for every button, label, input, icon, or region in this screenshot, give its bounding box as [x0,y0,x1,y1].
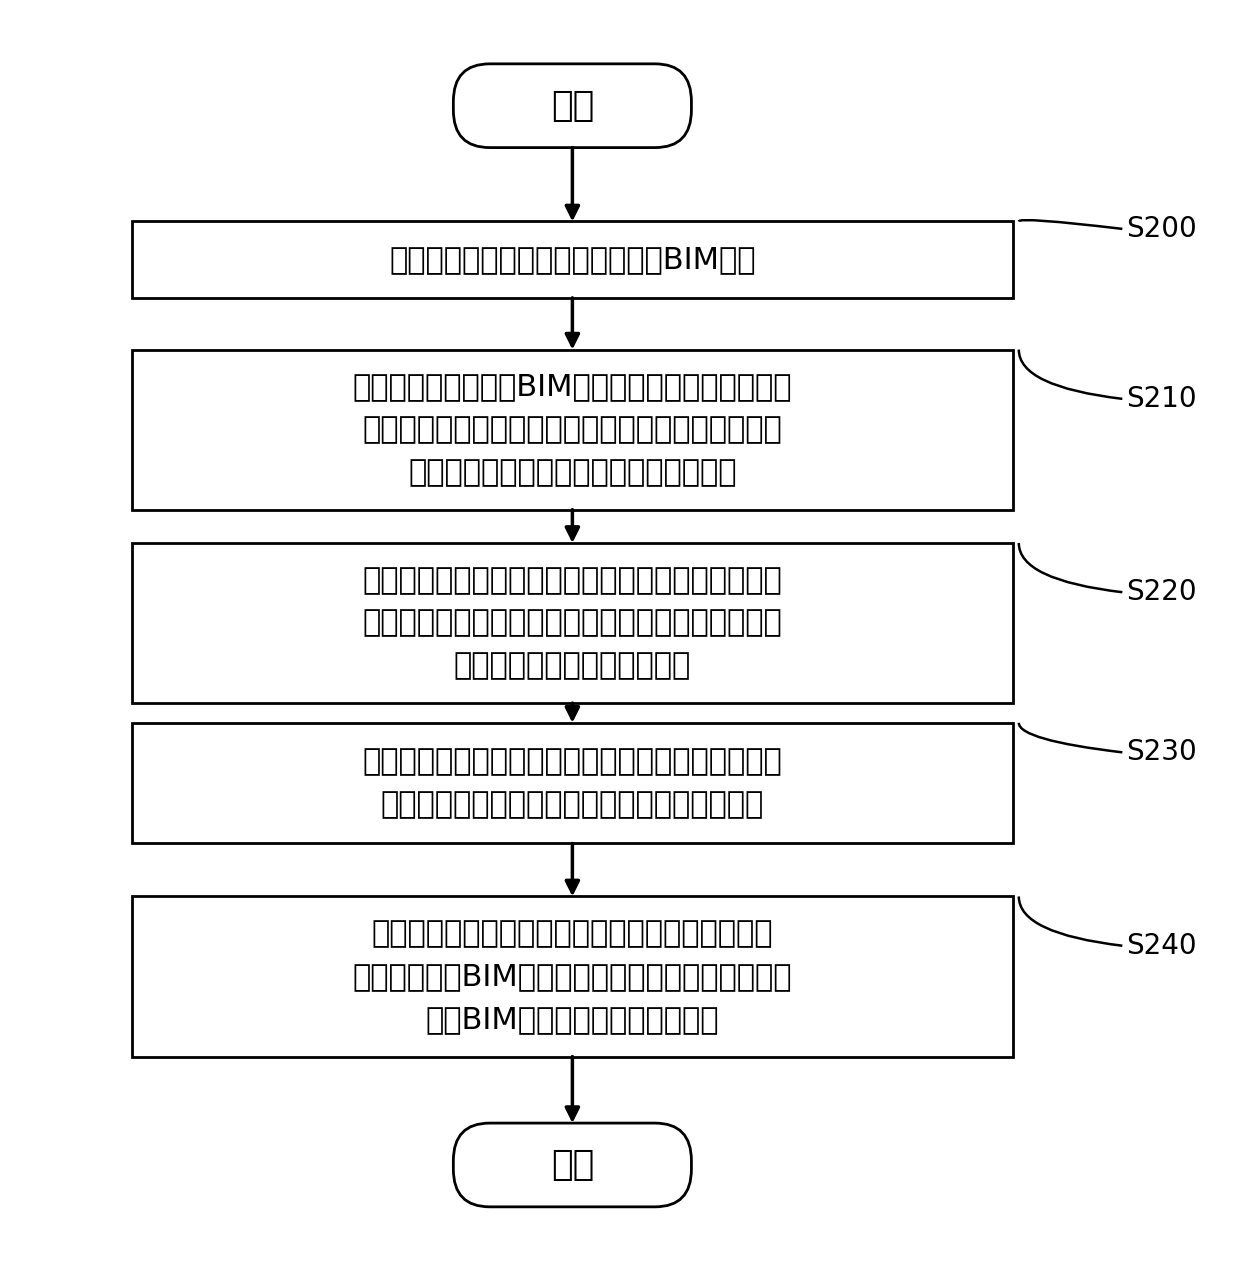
Text: 显示初始界面，所述初始界面包括BIM模型: 显示初始界面，所述初始界面包括BIM模型 [389,245,755,275]
Text: S200: S200 [1126,214,1197,242]
Bar [131,722,1013,843]
Text: S220: S220 [1126,579,1197,607]
Text: 获取所述用户在所述信息输入界面中输入的目标信
息，生成所述BIM模型绑定的目标流程信息，以实现
所述BIM模型绑定到所述目标流程: 获取所述用户在所述信息输入界面中输入的目标信 息，生成所述BIM模型绑定的目标流… [352,919,792,1034]
Text: 检测到用户点击所述BIM模型上的需要添加预设流程
的构件而触发的绑定指令时，显示构建集名称输入界
面，所述构建集名称输入界面包括文本框: 检测到用户点击所述BIM模型上的需要添加预设流程 的构件而触发的绑定指令时，显示… [352,372,792,488]
Text: S210: S210 [1126,385,1197,413]
Text: 结束: 结束 [551,1148,594,1182]
Text: S240: S240 [1126,931,1197,960]
Text: S230: S230 [1126,738,1197,766]
Text: 获取所述用户在所述文本框中输入的所述构件对应的
构建集名称信息后，显示流程选择界面，所述流程选
择界面包括至少一个预设流程: 获取所述用户在所述文本框中输入的所述构件对应的 构建集名称信息后，显示流程选择界… [362,566,782,680]
Bar [131,897,1013,1057]
Text: 检测到所述用户点击所述至少一个预设流程中的目标
流程时，显示所述目标流程对应的信息输入界面: 检测到所述用户点击所述至少一个预设流程中的目标 流程时，显示所述目标流程对应的信… [362,747,782,819]
Bar [131,349,1013,509]
FancyBboxPatch shape [454,64,692,148]
Bar [131,222,1013,298]
Bar [131,543,1013,703]
Text: 开始: 开始 [551,89,594,123]
FancyBboxPatch shape [454,1123,692,1207]
